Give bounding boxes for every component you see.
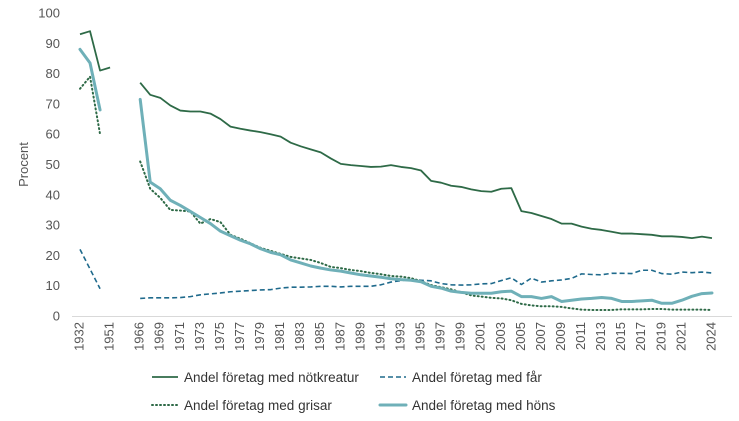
x-tick-label: 2024 — [703, 322, 718, 351]
x-tick-label: 2019 — [653, 322, 668, 351]
y-tick-label: 20 — [46, 248, 60, 263]
x-tick-label: 2015 — [613, 322, 628, 351]
series-lines — [78, 30, 714, 311]
legend-item: Andel företag med höns — [378, 398, 556, 413]
y-tick-label: 30 — [46, 218, 60, 233]
legend-label: Andel företag med nötkreatur — [184, 370, 359, 385]
x-tick-label: 1975 — [212, 322, 227, 351]
x-tick-label: 1951 — [102, 322, 117, 351]
x-tick-label: 2005 — [513, 322, 528, 351]
x-tick-label: 2007 — [533, 322, 548, 351]
legend-item: Andel företag med grisar — [151, 398, 332, 413]
x-tick-label: 2013 — [593, 322, 608, 351]
y-tick-label: 70 — [46, 96, 60, 111]
x-tick-label: 1977 — [232, 322, 247, 351]
y-axis-title: Procent — [16, 142, 31, 187]
x-tick-label: 1966 — [132, 322, 147, 351]
x-tick-label: 1997 — [433, 322, 448, 351]
series-3 — [79, 75, 713, 311]
x-tick-label: 1989 — [352, 322, 367, 351]
x-tick-label: 1979 — [252, 322, 267, 351]
series-line — [79, 248, 713, 300]
y-tick-label: 100 — [38, 6, 60, 21]
series-4 — [78, 47, 714, 305]
x-tick-label: 1995 — [413, 322, 428, 351]
y-tick-label: 0 — [53, 309, 60, 324]
legend-item: Andel företag med nötkreatur — [152, 370, 359, 385]
x-tick-label: 1932 — [71, 322, 86, 351]
legend-label: Andel företag med höns — [412, 398, 556, 413]
series-1 — [79, 30, 713, 240]
x-tick-label: 1983 — [292, 322, 307, 351]
series-line — [79, 75, 713, 311]
x-tick-label: 2009 — [553, 322, 568, 351]
legend: Andel företag med nötkreatur Andel företa… — [151, 370, 556, 413]
y-tick-label: 10 — [46, 278, 60, 293]
y-tick-label: 90 — [46, 36, 60, 51]
axes: 0 10 20 30 40 50 60 70 80 90 100 Procent 1932 1951 196… — [16, 6, 732, 351]
x-tick-label: 1981 — [272, 322, 287, 351]
series-line — [78, 47, 714, 305]
x-tick-label: 2011 — [573, 322, 588, 350]
x-tick-label: 1993 — [392, 322, 407, 351]
y-tick-label: 60 — [46, 127, 60, 142]
x-tick-label: 2001 — [473, 322, 488, 351]
legend-label: Andel företag med får — [412, 370, 542, 385]
x-tick-label: 1969 — [152, 322, 167, 351]
legend-label: Andel företag med grisar — [184, 398, 332, 413]
y-tick-label: 40 — [46, 187, 60, 202]
x-tick-label: 2021 — [673, 322, 688, 351]
x-tick-label: 1971 — [172, 322, 187, 351]
x-tick-label: 2017 — [633, 322, 648, 351]
series-line — [79, 30, 713, 240]
x-tick-label: 1973 — [192, 322, 207, 351]
y-tick-label: 80 — [46, 66, 60, 81]
x-tick-label: 2003 — [493, 322, 508, 351]
series-2 — [79, 248, 713, 300]
x-tick-label: 1987 — [332, 322, 347, 351]
y-tick-label: 50 — [46, 157, 60, 172]
legend-item: Andel företag med får — [380, 370, 542, 385]
x-tick-label: 1999 — [453, 322, 468, 351]
x-tick-label: 1985 — [312, 322, 327, 351]
x-tick-label: 1991 — [372, 322, 387, 351]
